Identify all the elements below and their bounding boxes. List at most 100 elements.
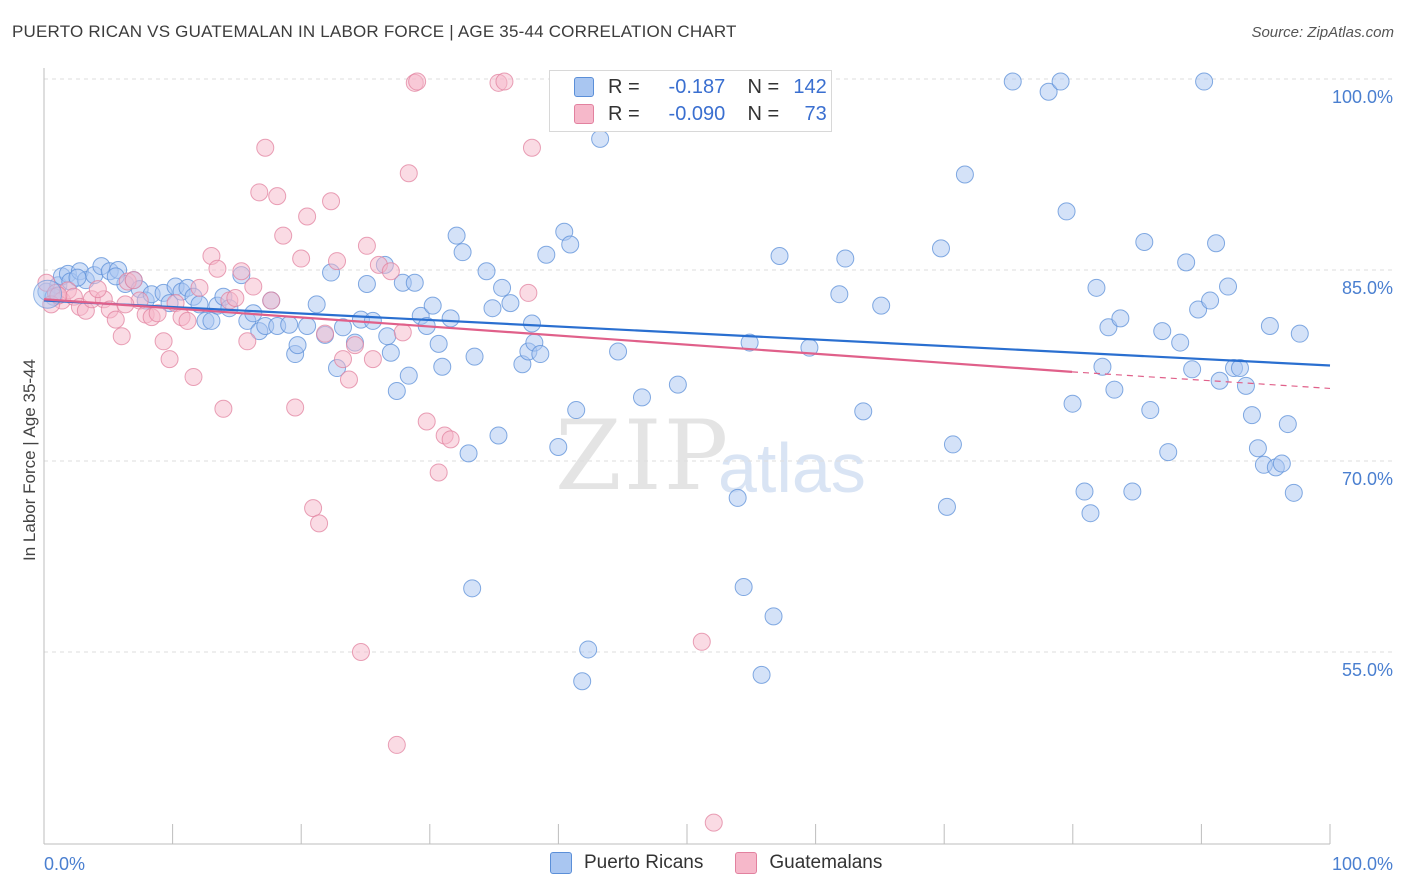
puerto-rican-point [288,336,307,355]
puerto-rican-point [1153,322,1172,341]
guatemalan-point [429,463,448,482]
puerto-rican-point [307,295,326,314]
puerto-rican-point [609,342,628,361]
puerto-rican-point [1195,72,1214,91]
puerto-rican-point [668,375,687,394]
puerto-rican-point [433,357,452,376]
legend-swatch-pink [574,104,594,124]
guatemalan-point [160,350,179,369]
guatemalan-point [692,632,711,651]
legend-item-puerto-ricans[interactable]: Puerto Ricans [550,852,703,874]
puerto-rican-point [734,578,753,597]
legend-n-value: 142 [793,75,827,98]
source-label: Source: ZipAtlas.com [1251,24,1394,41]
guatemalan-point [214,399,233,418]
guatemalan-point [148,304,167,323]
guatemalan-point [208,259,227,278]
puerto-rican-point [1183,360,1202,379]
puerto-rican-point [357,275,376,294]
guatemalan-point [298,207,317,226]
y-tick-label: 100.0% [1332,87,1393,107]
puerto-rican-point [1201,291,1220,310]
puerto-rican-point [381,343,400,362]
puerto-rican-point [1087,278,1106,297]
puerto-rican-point [68,268,87,287]
puerto-rican-point [1242,406,1261,425]
puerto-rican-point [632,388,651,407]
legend-swatch-blue [574,77,594,97]
puerto-rican-point [298,317,317,336]
puerto-rican-point [1075,482,1094,501]
legend-item-guatemalans[interactable]: Guatemalans [735,852,882,874]
guatemalan-point [226,289,245,308]
legend-n-label: N = [747,102,780,125]
puerto-rican-point [1272,454,1291,473]
legend-r-value: -0.187 [668,75,726,98]
puerto-rican-point [1057,202,1076,221]
guatemalan-point [232,262,251,281]
puerto-rican-point [1290,324,1309,343]
guatemalan-point [256,138,275,157]
puerto-rican-point [453,243,472,262]
guatemalan-point [417,412,436,431]
x-tick-label: 0.0% [44,854,85,874]
puerto-rican-point [1230,359,1249,378]
puerto-rican-point [740,333,759,352]
guatemalan-point [387,735,406,754]
puerto-rican-point [1105,380,1124,399]
guatemalan-point [292,249,311,268]
guatemalan-point [310,514,329,533]
legend-swatch-blue [550,852,572,874]
puerto-rican-point [280,315,299,334]
puerto-rican-point [1081,504,1100,523]
puerto-rican-point [399,366,418,385]
guatemalan-point [363,350,382,369]
puerto-rican-point [1219,277,1238,296]
puerto-rican-point [531,345,550,364]
puerto-rican-trendline [43,299,1331,367]
puerto-rican-point [405,273,424,292]
guatemalan-point [184,367,203,386]
puerto-rican-point [33,279,63,309]
stats-legend: R = -0.187 N = 142 R = -0.090 N = 73 [549,70,832,132]
legend-row-puerto-ricans: R = -0.187 N = 142 [574,74,827,100]
puerto-rican-point [943,435,962,454]
guatemalan-point [345,336,364,355]
puerto-rican-point [459,444,478,463]
puerto-rican-point [579,640,598,659]
guatemalan-point [274,226,293,245]
y-tick-label: 55.0% [1342,660,1393,680]
guatemalan-point [190,278,209,297]
puerto-rican-point [202,311,221,330]
guatemalan-point [399,164,418,183]
puerto-rican-point [1260,317,1279,336]
puerto-rican-point [830,285,849,304]
puerto-rican-point [493,278,512,297]
puerto-rican-point [1063,394,1082,413]
puerto-rican-point [522,314,541,333]
puerto-rican-point [1093,357,1112,376]
guatemalan-point [704,813,723,832]
puerto-rican-point [591,129,610,148]
puerto-rican-point [441,309,460,328]
puerto-rican-point [931,239,950,258]
guatemalan-point [328,252,347,271]
guatemalan-point [154,332,173,351]
puerto-rican-point [770,246,789,265]
legend-n-value: 73 [804,102,827,125]
puerto-rican-point [378,327,397,346]
guatemalan-point [381,262,400,281]
legend-swatch-pink [735,852,758,874]
puerto-rican-point [477,262,496,281]
puerto-rican-point [1111,309,1130,328]
guatemalan-point [178,311,197,330]
puerto-rican-point [387,381,406,400]
puerto-rican-point [501,294,520,313]
guatemalan-point [106,310,125,329]
puerto-rican-point [1284,483,1303,502]
puerto-rican-point [465,347,484,366]
x-tick-label: 100.0% [1332,854,1393,874]
puerto-rican-point [333,318,352,337]
puerto-rican-point [483,299,502,318]
